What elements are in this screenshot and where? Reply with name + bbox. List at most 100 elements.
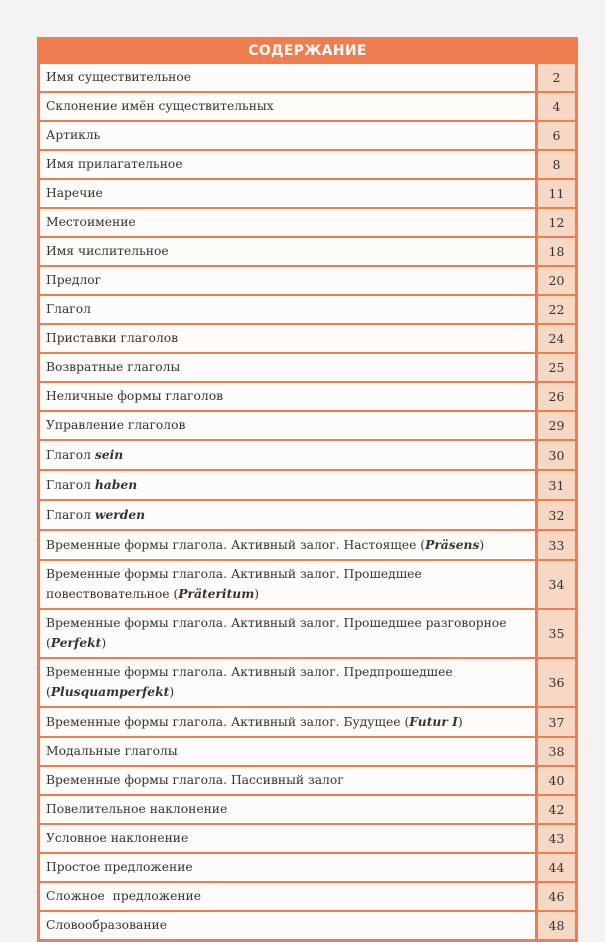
page-number: 31	[538, 471, 575, 499]
toc-entry-title: Неличные формы глаголов	[40, 383, 535, 410]
entry-text: Временные формы глагола. Активный залог.…	[46, 538, 426, 552]
entry-suffix: )	[101, 636, 107, 650]
page-number: 30	[538, 441, 575, 469]
toc-row[interactable]: Имя существительное 2	[40, 64, 575, 91]
toc-row[interactable]: Предлог 20	[40, 267, 575, 294]
page-number: 8	[538, 151, 575, 178]
entry-text: Временные формы глагола. Активный залог.…	[46, 567, 426, 601]
page-number: 46	[538, 883, 575, 910]
toc-entry-title: Словообразование	[40, 912, 535, 939]
entry-label: Возвратные глаголы	[46, 358, 180, 377]
toc-entry-title: Имя прилагательное	[40, 151, 535, 178]
entry-text: Имя числительное	[46, 244, 169, 258]
entry-label: Глагол sein	[46, 445, 123, 465]
entry-label: Местоимение	[46, 213, 136, 232]
toc-row[interactable]: Приставки глаголов 24	[40, 325, 575, 352]
toc-row[interactable]: Условное наклонение 43	[40, 825, 575, 852]
toc-entry-title: Модальные глаголы	[40, 738, 535, 765]
entry-text: Имя существительное	[46, 70, 192, 84]
entry-label: Управление глаголов	[46, 416, 185, 435]
toc-row[interactable]: Временные формы глагола. Активный залог.…	[40, 610, 575, 657]
toc-entry-title: Глагол werden	[40, 501, 535, 529]
table-of-contents: СОДЕРЖАНИЕ Имя существительное 2 Склонение…	[37, 37, 578, 942]
toc-row[interactable]: Возвратные глаголы 25	[40, 354, 575, 381]
page-number: 20	[538, 267, 575, 294]
page-number: 35	[538, 610, 575, 657]
toc-entry-title: Возвратные глаголы	[40, 354, 535, 381]
toc-row[interactable]: Простое предложение 44	[40, 854, 575, 881]
toc-entry-title: Временные формы глагола. Активный залог.…	[40, 531, 535, 559]
entry-label: Простое предложение	[46, 858, 193, 877]
toc-entry-title: Управление глаголов	[40, 412, 535, 439]
toc-row[interactable]: Словообразование 48	[40, 912, 575, 939]
toc-entry-title: Артикль	[40, 122, 535, 149]
toc-title: СОДЕРЖАНИЕ	[248, 42, 367, 59]
toc-row[interactable]: Склонение имён существительных 4	[40, 93, 575, 120]
toc-row[interactable]: Управление глаголов 29	[40, 412, 575, 439]
toc-entry-title: Глагол sein	[40, 441, 535, 469]
entry-text: Временные формы глагола. Активный залог.…	[46, 715, 410, 729]
page-number: 29	[538, 412, 575, 439]
page-number: 43	[538, 825, 575, 852]
entry-german-term: Futur I	[409, 714, 458, 729]
entry-label: Имя существительное	[46, 68, 191, 87]
toc-row[interactable]: Модальные глаголы 38	[40, 738, 575, 765]
page-number: 38	[538, 738, 575, 765]
toc-row[interactable]: Глагол haben 31	[40, 471, 575, 499]
entry-label: Временные формы глагола. Активный залог.…	[46, 535, 484, 555]
page-number: 48	[538, 912, 575, 939]
toc-row[interactable]: Артикль 6	[40, 122, 575, 149]
toc-row[interactable]: Неличные формы глаголов 26	[40, 383, 575, 410]
entry-label: Словообразование	[46, 916, 167, 935]
page-number: 33	[538, 531, 575, 559]
toc-entry-title: Имя числительное	[40, 238, 535, 265]
entry-text: Повелительное наклонение	[46, 802, 228, 816]
toc-row[interactable]: Временные формы глагола. Пассивный залог…	[40, 767, 575, 794]
page-number: 6	[538, 122, 575, 149]
entry-label: Временные формы глагола. Активный залог.…	[46, 565, 529, 604]
entry-label: Предлог	[46, 271, 101, 290]
toc-entry-title: Наречие	[40, 180, 535, 207]
toc-row[interactable]: Имя числительное 18	[40, 238, 575, 265]
toc-row[interactable]: Временные формы глагола. Активный залог.…	[40, 659, 575, 706]
toc-rows: Имя существительное 2 Склонение имён сущес…	[40, 64, 575, 939]
toc-row[interactable]: Глагол werden 32	[40, 501, 575, 529]
entry-text: Временные формы глагола. Активный залог.…	[46, 665, 457, 699]
entry-text: Приставки глаголов	[46, 331, 179, 345]
entry-text: Склонение имён существительных	[46, 99, 274, 113]
entry-text: Местоимение	[46, 215, 136, 229]
entry-label: Условное наклонение	[46, 829, 188, 848]
toc-row[interactable]: Временные формы глагола. Активный залог.…	[40, 708, 575, 736]
entry-label: Имя прилагательное	[46, 155, 183, 174]
page-number: 36	[538, 659, 575, 706]
toc-entry-title: Предлог	[40, 267, 535, 294]
toc-entry-title: Условное наклонение	[40, 825, 535, 852]
entry-text: Глагол	[46, 448, 95, 462]
entry-label: Глагол werden	[46, 505, 145, 525]
page-number: 40	[538, 767, 575, 794]
entry-text: Простое предложение	[46, 860, 193, 874]
toc-row[interactable]: Глагол sein 30	[40, 441, 575, 469]
page-number: 18	[538, 238, 575, 265]
page-number: 44	[538, 854, 575, 881]
toc-entry-title: Глагол haben	[40, 471, 535, 499]
toc-row[interactable]: Временные формы глагола. Активный залог.…	[40, 531, 575, 559]
toc-row[interactable]: Местоимение 12	[40, 209, 575, 236]
entry-text: Модальные глаголы	[46, 744, 178, 758]
toc-row[interactable]: Повелительное наклонение 42	[40, 796, 575, 823]
toc-entry-title: Временные формы глагола. Активный залог.…	[40, 659, 535, 706]
toc-row[interactable]: Наречие 11	[40, 180, 575, 207]
toc-row[interactable]: Имя прилагательное 8	[40, 151, 575, 178]
toc-row[interactable]: Сложное предложение 46	[40, 883, 575, 910]
entry-label: Модальные глаголы	[46, 742, 178, 761]
entry-text: Возвратные глаголы	[46, 360, 181, 374]
entry-german-term: Präteritum	[178, 586, 255, 601]
page-number: 34	[538, 561, 575, 608]
entry-text: Условное наклонение	[46, 831, 189, 845]
entry-text: Имя прилагательное	[46, 157, 183, 171]
entry-label: Сложное предложение	[46, 887, 201, 906]
toc-row[interactable]: Глагол 22	[40, 296, 575, 323]
page-number: 12	[538, 209, 575, 236]
toc-entry-title: Приставки глаголов	[40, 325, 535, 352]
toc-row[interactable]: Временные формы глагола. Активный залог.…	[40, 561, 575, 608]
